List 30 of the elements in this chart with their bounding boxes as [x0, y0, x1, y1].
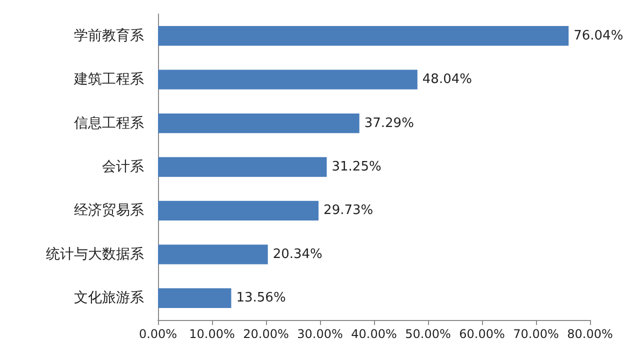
x-tick-label: 60.00%	[459, 327, 505, 341]
bar	[158, 200, 319, 221]
x-tick-label: 70.00%	[513, 327, 559, 341]
x-tick-label: 10.00%	[189, 327, 235, 341]
y-tick-label: 信息工程系	[74, 115, 144, 132]
data-label: 37.29%	[364, 116, 414, 131]
bar	[158, 70, 418, 90]
data-label: 13.56%	[236, 290, 286, 306]
data-label: 31.25%	[332, 160, 382, 174]
x-tick-label: 0.00%	[138, 327, 178, 341]
bar	[158, 157, 327, 177]
y-tick-label: 会计系	[102, 159, 144, 175]
bar	[158, 244, 268, 264]
y-tick-label: 建筑工程系	[73, 72, 144, 88]
data-label: 20.34%	[272, 246, 322, 262]
data-label: 48.04%	[422, 72, 472, 88]
x-tick-label: 20.00%	[243, 327, 289, 341]
x-tick-label: 50.00%	[405, 327, 451, 341]
y-tick-label: 统计与大数据系	[46, 246, 144, 262]
y-tick-label: 文化旅游系	[74, 290, 144, 306]
data-label: 76.04%	[574, 28, 624, 44]
bar	[158, 113, 360, 134]
x-tick-label: 30.00%	[297, 327, 343, 341]
x-tick-label: 80.00%	[567, 327, 613, 341]
y-tick-label: 学前教育系	[74, 26, 144, 44]
y-tick-label: 经济贸易系	[74, 202, 144, 219]
bar	[158, 288, 232, 308]
data-label: 29.73%	[324, 203, 374, 218]
bar	[158, 26, 569, 46]
x-tick-label: 40.00%	[351, 327, 397, 341]
